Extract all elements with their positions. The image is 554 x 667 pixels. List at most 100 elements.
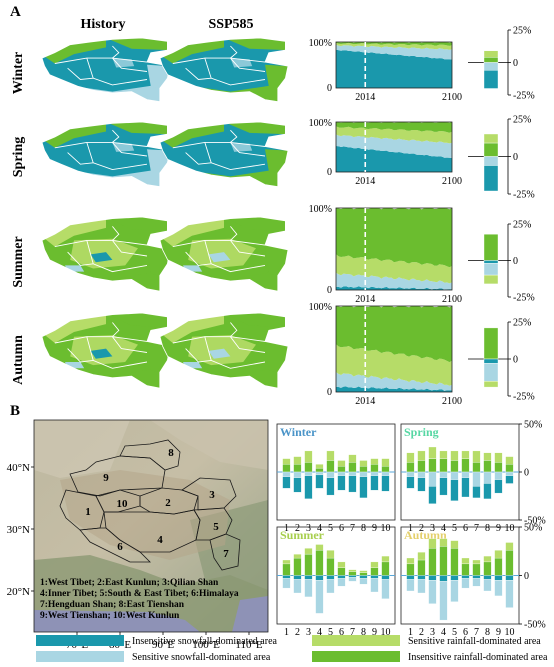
area-x-tick: 2100	[442, 176, 462, 187]
region-bar	[472, 575, 481, 579]
region-bar	[472, 559, 481, 565]
legend-label: Sensitive rainfall-dominated area	[408, 636, 541, 647]
season-label-winter: Winter	[11, 52, 26, 95]
change-bar	[483, 156, 499, 166]
map-boundary	[185, 67, 212, 80]
region-bar	[315, 580, 324, 614]
region-bar	[472, 450, 481, 463]
terrain-shading	[34, 420, 130, 478]
region-outline-6	[79, 527, 151, 563]
change-y-tick: -25%	[513, 190, 535, 201]
region-bar	[483, 471, 492, 484]
region-bar	[348, 475, 357, 493]
region-bar	[505, 475, 514, 484]
region-bar	[282, 458, 291, 465]
map-patch	[106, 122, 170, 135]
map-boundary	[112, 226, 120, 241]
region-x-tick: 10	[381, 523, 391, 534]
area-x-tick: 2100	[442, 294, 462, 305]
region-x-tick: 1	[284, 627, 289, 638]
region-bar	[282, 476, 291, 489]
map-boundary	[230, 322, 238, 338]
ocean	[34, 610, 200, 632]
region-x-tick: 9	[496, 523, 501, 534]
legend-swatch	[36, 651, 124, 662]
map-boundary	[67, 67, 94, 80]
region-bar	[406, 476, 415, 489]
region-bar	[494, 471, 503, 480]
region-bar	[326, 575, 335, 580]
map-patch	[208, 348, 231, 359]
region-bar	[293, 471, 302, 478]
region-bar	[304, 548, 313, 555]
region-outline-3	[181, 477, 237, 511]
season-map	[42, 217, 170, 292]
region-bar	[282, 575, 291, 579]
region-x-tick: 4	[441, 523, 446, 534]
legend-swatch	[312, 635, 400, 646]
map-boundary	[172, 239, 266, 248]
change-bar	[483, 327, 499, 360]
map-patch	[160, 217, 224, 247]
region-bar	[337, 466, 346, 473]
area-y-tick: 0	[327, 83, 332, 94]
region-bar	[428, 580, 437, 604]
region-bar	[417, 575, 426, 580]
region-x-tick: 6	[339, 523, 344, 534]
map-boundary	[230, 129, 238, 143]
area-y-tick: 0	[327, 285, 332, 296]
map-outline	[41, 312, 171, 389]
change-bar	[483, 50, 499, 58]
region-x-tick: 7	[350, 523, 355, 534]
region-bar	[406, 579, 415, 592]
region-number-10: 10	[117, 498, 129, 510]
map-patch	[106, 217, 170, 231]
region-bar	[461, 450, 470, 459]
region-x-tick: 2	[419, 627, 424, 638]
region-x-tick: 4	[441, 627, 446, 638]
region-bar	[428, 538, 437, 549]
map-outline	[41, 216, 171, 292]
region-x-tick: 9	[372, 627, 377, 638]
area-x-tick: 2014	[355, 176, 375, 187]
region-x-tick: 3	[306, 627, 311, 638]
change-y-tick: 25%	[513, 26, 531, 37]
region-x-tick: 3	[306, 523, 311, 534]
region-bar	[472, 471, 481, 487]
region-bar	[359, 460, 368, 467]
region-number-1: 1	[85, 506, 91, 518]
region-bar	[315, 474, 324, 489]
area-chart-frame	[335, 207, 453, 291]
legend-label: Insensitive snowfall-dominated area	[132, 636, 278, 647]
region-bar	[304, 554, 313, 576]
region-number-4: 4	[157, 534, 163, 546]
map-boundary	[230, 336, 266, 353]
lon-tick: 100°E	[192, 639, 220, 651]
map-outline	[159, 37, 289, 103]
region-x-tick: 6	[339, 627, 344, 638]
region-bar	[304, 471, 313, 476]
change-bar	[483, 165, 499, 192]
region-bar	[293, 554, 302, 559]
region-bar	[381, 471, 390, 476]
map-boundary	[204, 57, 266, 86]
plateau-shading	[60, 470, 230, 560]
region-x-tick: 7	[474, 627, 479, 638]
map-patch	[42, 38, 106, 64]
change-bar	[483, 142, 499, 157]
region-bar	[381, 475, 390, 492]
region-x-tick: 5	[452, 627, 457, 638]
change-bar	[483, 274, 499, 285]
map-patch	[224, 313, 288, 328]
legend-label: Sensitive snowfall-dominated area	[132, 652, 271, 663]
region-bar	[304, 575, 313, 580]
region-x-tick: 6	[463, 627, 468, 638]
region-bar	[450, 575, 459, 581]
panel-a-label: A	[10, 4, 21, 20]
region-x-tick: 2	[295, 627, 300, 638]
season-map	[160, 122, 288, 187]
region-bar	[348, 462, 357, 473]
region-bar	[359, 572, 368, 576]
change-y-tick: 0	[513, 355, 518, 366]
